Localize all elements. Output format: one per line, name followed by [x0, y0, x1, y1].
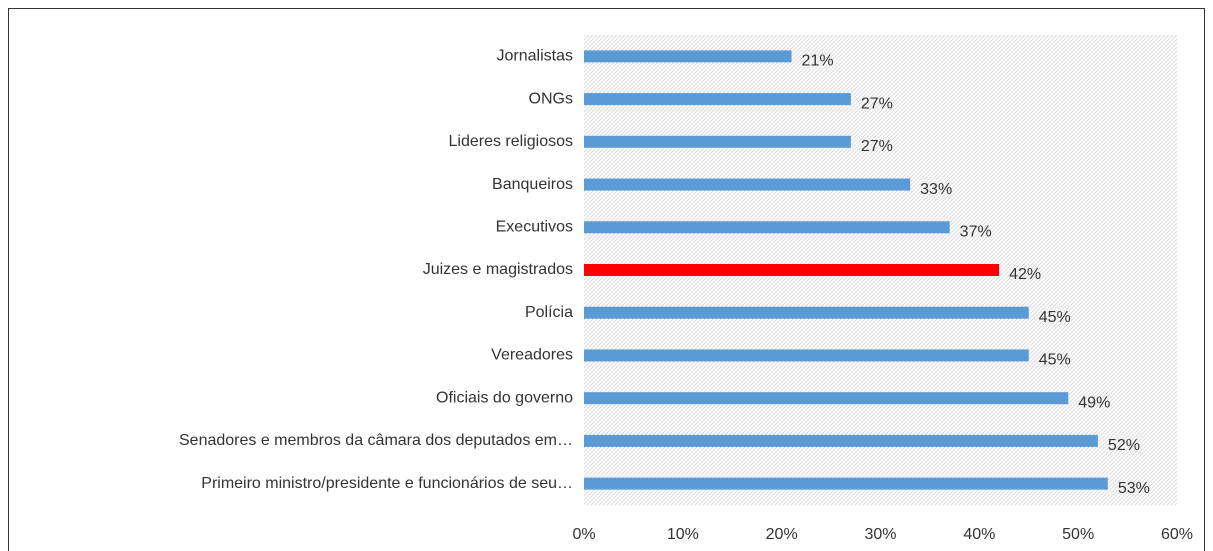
bar — [584, 93, 851, 106]
category-label: Vereadores — [491, 347, 573, 364]
bar — [584, 178, 911, 191]
value-label: 27% — [861, 138, 893, 155]
category-label: Jornalistas — [497, 48, 573, 65]
bar — [584, 221, 950, 234]
bar — [584, 264, 1000, 276]
x-tick-label: 60% — [1161, 526, 1193, 543]
category-label: Lideres religiosos — [448, 133, 573, 150]
value-label: 27% — [861, 95, 893, 112]
value-label: 45% — [1039, 352, 1071, 369]
category-label: Polícia — [525, 304, 573, 321]
value-label: 33% — [920, 181, 952, 198]
bar — [584, 392, 1069, 405]
category-label: Oficiais do governo — [436, 389, 573, 406]
category-label: Senadores e membros da câmara dos deputa… — [179, 432, 573, 449]
bar — [584, 50, 792, 63]
category-label: Juizes e magistrados — [423, 261, 573, 278]
value-label: 53% — [1118, 480, 1150, 497]
x-tick-label: 30% — [864, 526, 896, 543]
x-tick-label: 50% — [1062, 526, 1094, 543]
category-label: Executivos — [496, 218, 573, 235]
value-label: 49% — [1078, 394, 1110, 411]
category-label: ONGs — [529, 90, 573, 107]
x-tick-label: 40% — [963, 526, 995, 543]
value-label: 37% — [960, 223, 992, 240]
value-label: 21% — [802, 53, 834, 70]
bar — [584, 306, 1029, 319]
value-label: 52% — [1108, 437, 1140, 454]
x-tick-label: 0% — [572, 526, 595, 543]
bar — [584, 135, 851, 148]
category-label: Primeiro ministro/presidente e funcionár… — [201, 475, 573, 492]
chart-frame — [8, 8, 1205, 551]
bar — [584, 434, 1098, 447]
category-label: Banqueiros — [492, 176, 573, 193]
x-tick-label: 20% — [766, 526, 798, 543]
x-tick-label: 10% — [667, 526, 699, 543]
bar — [584, 349, 1029, 362]
bar — [584, 477, 1108, 490]
value-label: 42% — [1009, 266, 1041, 283]
value-label: 45% — [1039, 309, 1071, 326]
